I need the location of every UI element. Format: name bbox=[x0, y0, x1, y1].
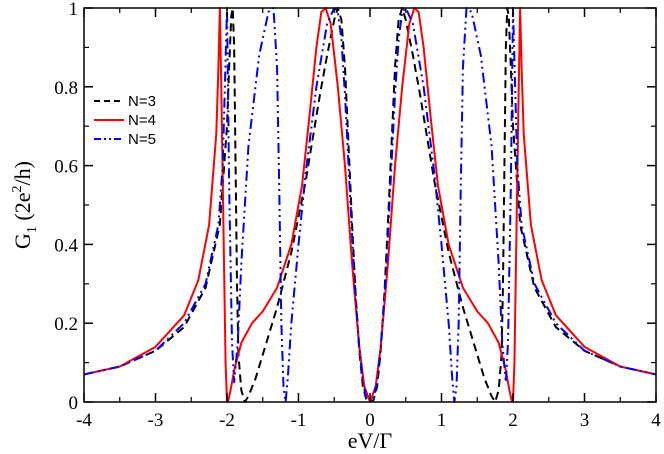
y-tick-label: 0.2 bbox=[54, 314, 78, 335]
x-tick-label: 4 bbox=[651, 410, 661, 431]
ticks-layer: -4 -3 -2 -1 0 1 2 3 4 0 0.2 0.4 0.6 0.8 1 bbox=[54, 0, 661, 431]
y-axis-label: G1 (2e2/h) bbox=[10, 161, 40, 249]
series-line-n4 bbox=[83, 7, 657, 403]
legend-label-n3: N=3 bbox=[128, 93, 156, 110]
series-line-n3 bbox=[83, 7, 657, 403]
y-tick-label: 0 bbox=[69, 393, 79, 414]
x-tick-label: 0 bbox=[365, 410, 375, 431]
x-tick-label: -3 bbox=[148, 410, 164, 431]
x-tick-label: 2 bbox=[508, 410, 518, 431]
y-axis-label-sub: 1 bbox=[25, 226, 40, 233]
series-layer bbox=[83, 7, 657, 403]
y-tick-label: 0.6 bbox=[54, 157, 78, 178]
y-axis-label-unit: (2e bbox=[10, 192, 35, 226]
x-tick-label: -1 bbox=[291, 410, 307, 431]
y-tick-label: 0.4 bbox=[54, 235, 78, 256]
x-tick-label: -2 bbox=[219, 410, 235, 431]
x-tick-label: -4 bbox=[76, 410, 92, 431]
y-axis-label-sup: 2 bbox=[10, 185, 25, 192]
y-axis-label-unit-end: /h) bbox=[10, 161, 35, 185]
legend-label-n5: N=5 bbox=[128, 131, 156, 148]
series-line-n5 bbox=[83, 7, 657, 403]
plot-frame bbox=[83, 7, 657, 403]
legend: N=3 N=4 N=5 bbox=[94, 93, 156, 148]
legend-label-n4: N=4 bbox=[128, 112, 156, 129]
x-tick-label: 1 bbox=[437, 410, 447, 431]
y-tick-label: 0.8 bbox=[54, 78, 78, 99]
y-tick-label: 1 bbox=[69, 0, 79, 20]
y-axis-label-main: G bbox=[10, 233, 35, 249]
x-tick-label: 3 bbox=[580, 410, 590, 431]
x-axis-label: eV/Γ bbox=[348, 428, 393, 453]
